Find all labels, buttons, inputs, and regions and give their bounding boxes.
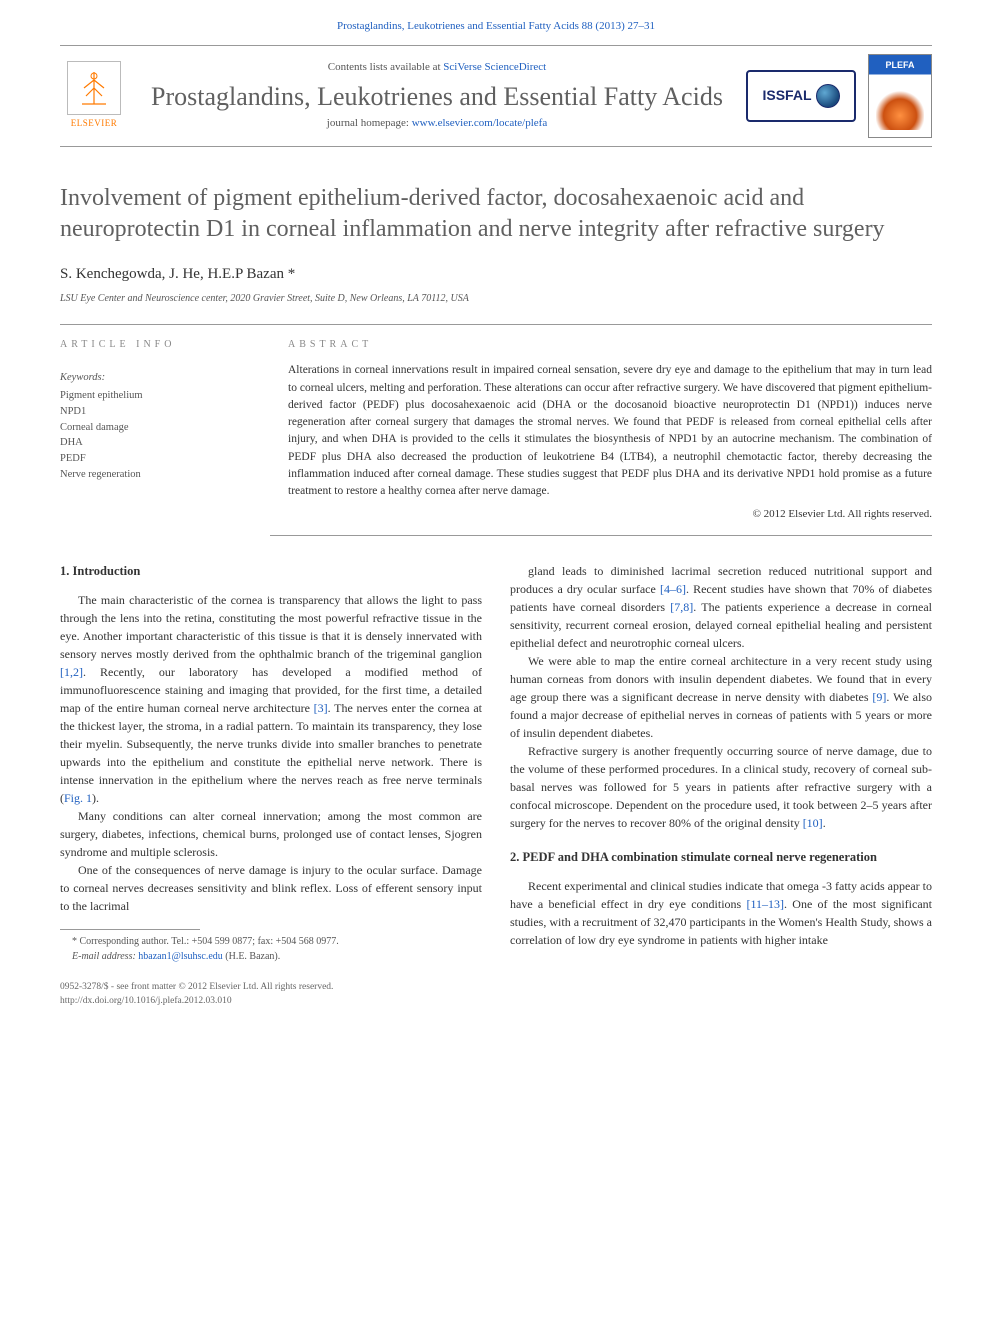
keyword: DHA — [60, 435, 252, 451]
elsevier-logo: ELSEVIER — [60, 61, 128, 131]
affiliation: LSU Eye Center and Neuroscience center, … — [60, 291, 932, 306]
ref-link[interactable]: [4–6] — [660, 582, 686, 596]
body-columns: 1. Introduction The main characteristic … — [60, 562, 932, 964]
elsevier-text: ELSEVIER — [71, 117, 118, 131]
article-front: Involvement of pigment epithelium-derive… — [60, 183, 932, 536]
text: . — [823, 816, 826, 830]
abstract-copyright: © 2012 Elsevier Ltd. All rights reserved… — [288, 506, 932, 523]
contents-prefix: Contents lists available at — [328, 61, 443, 73]
sciencedirect-link[interactable]: SciVerse ScienceDirect — [443, 61, 546, 73]
body-para: Many conditions can alter corneal innerv… — [60, 807, 482, 861]
keyword: PEDF — [60, 451, 252, 467]
abstract-col: abstract Alterations in corneal innervat… — [270, 325, 932, 536]
issfal-badge: ISSFAL — [746, 70, 856, 122]
body-para: One of the consequences of nerve damage … — [60, 861, 482, 915]
article-title: Involvement of pigment epithelium-derive… — [60, 183, 932, 245]
issfal-text: ISSFAL — [762, 85, 811, 106]
info-abstract-row: article info Keywords: Pigment epitheliu… — [60, 324, 932, 536]
elsevier-tree-icon — [67, 61, 121, 115]
text: Refractive surgery is another frequently… — [510, 744, 932, 830]
cover-label: PLEFA — [885, 59, 914, 73]
body-para: Refractive surgery is another frequently… — [510, 742, 932, 832]
email-line: E-mail address: hbazan1@lsuhsc.edu (H.E.… — [60, 949, 482, 964]
ref-link[interactable]: [9] — [872, 690, 886, 704]
body-para: Recent experimental and clinical studies… — [510, 877, 932, 949]
citation-header: Prostaglandins, Leukotrienes and Essenti… — [0, 0, 992, 45]
journal-cover-thumb: PLEFA — [868, 54, 932, 138]
keyword: Pigment epithelium — [60, 388, 252, 404]
homepage-link[interactable]: www.elsevier.com/locate/plefa — [412, 117, 548, 129]
section-1-heading: 1. Introduction — [60, 562, 482, 581]
ref-link[interactable]: [7,8] — [670, 600, 693, 614]
keyword: Nerve regeneration — [60, 467, 252, 483]
fig-link[interactable]: Fig. 1 — [64, 791, 92, 805]
masthead-center: Contents lists available at SciVerse Sci… — [140, 59, 734, 132]
text: We were able to map the entire corneal a… — [510, 654, 932, 704]
email-label: E-mail address: — [72, 951, 138, 962]
authors: S. Kenchegowda, J. He, H.E.P Bazan * — [60, 263, 932, 286]
body-para: The main characteristic of the cornea is… — [60, 591, 482, 807]
ref-link[interactable]: [1,2] — [60, 665, 83, 679]
body-para: gland leads to diminished lacrimal secre… — [510, 562, 932, 652]
keywords-label: Keywords: — [60, 370, 252, 386]
text: . The nerves enter the cornea at the thi… — [60, 701, 482, 805]
ref-link[interactable]: [3] — [314, 701, 328, 715]
cover-art-icon — [876, 82, 924, 130]
text: The main characteristic of the cornea is… — [60, 593, 482, 661]
corresponding-author: * Corresponding author. Tel.: +504 599 0… — [60, 934, 482, 949]
page-footer: 0952-3278/$ - see front matter © 2012 El… — [60, 980, 932, 1009]
contents-line: Contents lists available at SciVerse Sci… — [140, 59, 734, 76]
footnote-separator — [60, 929, 200, 930]
section-2-heading: 2. PEDF and DHA combination stimulate co… — [510, 848, 932, 867]
ref-link[interactable]: [11–13] — [746, 897, 784, 911]
text: ). — [92, 791, 99, 805]
email-suffix: (H.E. Bazan). — [223, 951, 280, 962]
ref-link[interactable]: [10] — [803, 816, 823, 830]
globe-icon — [816, 84, 840, 108]
issn-line: 0952-3278/$ - see front matter © 2012 El… — [60, 980, 932, 994]
article-info-heading: article info — [60, 337, 252, 352]
journal-title: Prostaglandins, Leukotrienes and Essenti… — [140, 82, 734, 112]
keyword: NPD1 — [60, 404, 252, 420]
masthead: ELSEVIER Contents lists available at Sci… — [60, 45, 932, 147]
doi-line: http://dx.doi.org/10.1016/j.plefa.2012.0… — [60, 994, 932, 1008]
keyword: Corneal damage — [60, 420, 252, 436]
abstract-heading: abstract — [288, 337, 932, 352]
homepage-prefix: journal homepage: — [327, 117, 412, 129]
article-info-col: article info Keywords: Pigment epitheliu… — [60, 325, 270, 536]
homepage-line: journal homepage: www.elsevier.com/locat… — [140, 115, 734, 132]
abstract-text: Alterations in corneal innervations resu… — [288, 362, 932, 500]
body-para: We were able to map the entire corneal a… — [510, 652, 932, 742]
email-link[interactable]: hbazan1@lsuhsc.edu — [138, 951, 222, 962]
